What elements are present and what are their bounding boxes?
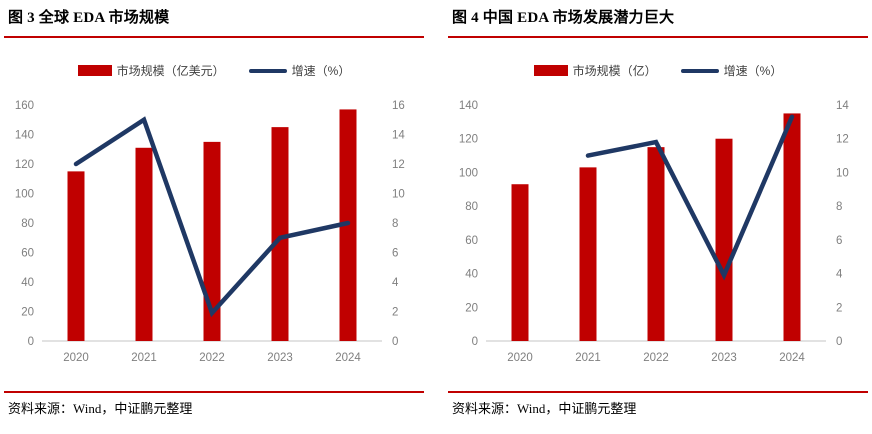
right-axis-tick-label: 12: [392, 159, 405, 171]
right-axis-tick-label: 14: [392, 130, 405, 142]
bar-2022: [203, 141, 221, 341]
legend-label-growth: 增速（%）: [291, 64, 351, 78]
legend-label-market-size: 市场规模（亿美元）: [116, 64, 225, 78]
bar-swatch-icon: [533, 65, 568, 76]
figure-title-global: 图 3 全球 EDA 市场规模: [8, 10, 170, 26]
bar-2023: [715, 138, 733, 341]
bar-2020: [511, 184, 529, 341]
right-axis-tick-label: 2: [836, 302, 842, 314]
legend-label-growth: 增速（%）: [723, 64, 783, 78]
x-axis-category-label: 2022: [199, 352, 225, 364]
left-axis-tick-label: 0: [28, 336, 34, 348]
legend-label-market-size: 市场规模（亿）: [572, 64, 657, 78]
bar-swatch-icon: [77, 65, 112, 76]
legend-item-growth: 增速（%）: [680, 62, 783, 79]
global-eda-combo-chart: 0 20 40 60 80 100 120 140 160 0 2 4 6 8 10 12 14 16 2020 20…: [15, 100, 406, 364]
x-axis-category-label: 2024: [779, 352, 805, 364]
right-axis-tick-label: 4: [392, 277, 399, 289]
china-eda-combo-chart: 0 20 40 60 80 100 120 140 0 2 4 6 8 10 12 14 2020 2021 202…: [459, 100, 850, 364]
right-axis-tick-label: 10: [836, 167, 849, 179]
left-axis-tick-label: 20: [21, 307, 34, 319]
bar-2021: [579, 167, 597, 341]
panel-china-eda: 图 4 中国 EDA 市场发展潜力巨大 市场规模（亿） 增速（%） 0 20 40 6…: [448, 7, 868, 434]
line-swatch-icon: [680, 68, 719, 73]
left-axis-tick-label: 40: [21, 277, 34, 289]
left-axis-tick-label: 100: [15, 189, 34, 201]
right-axis-tick-label: 14: [836, 100, 849, 112]
x-axis-category-label: 2021: [131, 352, 157, 364]
x-axis-category-label: 2023: [711, 352, 737, 364]
bar-2023: [271, 127, 289, 341]
legend-item-market-size: 市场规模（亿美元）: [77, 62, 225, 79]
title-divider: [4, 36, 424, 38]
legend-item-market-size: 市场规模（亿）: [533, 62, 657, 79]
legend-global: 市场规模（亿美元） 增速（%）: [4, 62, 424, 79]
bar-2022: [647, 147, 665, 341]
bar-2024: [783, 113, 801, 341]
bar-2021: [135, 147, 153, 341]
x-axis-category-label: 2024: [335, 352, 361, 364]
left-axis-tick-label: 120: [15, 159, 34, 171]
figure-title-china: 图 4 中国 EDA 市场发展潜力巨大: [452, 10, 675, 26]
legend-item-growth: 增速（%）: [248, 62, 351, 79]
left-axis-tick-label: 0: [472, 336, 478, 348]
x-axis-category-label: 2021: [575, 352, 601, 364]
left-axis-tick-label: 20: [465, 302, 478, 314]
left-axis-tick-label: 160: [15, 100, 34, 112]
growth-rate-line: [585, 114, 795, 281]
x-axis-category-label: 2022: [643, 352, 669, 364]
right-axis-tick-label: 16: [392, 100, 405, 112]
left-axis-tick-label: 60: [465, 235, 478, 247]
right-axis-tick-label: 4: [836, 269, 843, 281]
left-axis-tick-label: 60: [21, 248, 34, 260]
source-note-global: 资料来源：Wind，中证鹏元整理: [8, 401, 193, 416]
legend-china: 市场规模（亿） 增速（%）: [448, 62, 868, 79]
footer-divider: [4, 391, 424, 393]
x-axis-category-label: 2020: [507, 352, 533, 364]
left-axis-tick-label: 100: [459, 167, 478, 179]
footer-divider: [448, 391, 868, 393]
title-divider: [448, 36, 868, 38]
right-axis-tick-label: 12: [836, 134, 849, 146]
left-axis-tick-label: 120: [459, 134, 478, 146]
left-axis-tick-label: 140: [15, 130, 34, 142]
panel-global-eda: 图 3 全球 EDA 市场规模 市场规模（亿美元） 增速（%） 0 20 40 60 8…: [4, 7, 424, 434]
right-axis-tick-label: 0: [392, 336, 398, 348]
right-axis-tick-label: 2: [392, 307, 398, 319]
left-axis-tick-label: 80: [21, 218, 34, 230]
source-note-china: 资料来源：Wind，中证鹏元整理: [452, 401, 637, 416]
right-axis-tick-label: 10: [392, 189, 405, 201]
line-swatch-icon: [248, 68, 287, 73]
x-axis-category-label: 2023: [267, 352, 293, 364]
x-axis-category-label: 2020: [63, 352, 89, 364]
right-axis-tick-label: 8: [836, 201, 842, 213]
bar-2020: [67, 171, 85, 341]
right-axis-tick-label: 6: [392, 248, 398, 260]
growth-rate-line: [73, 116, 351, 318]
left-axis-tick-label: 40: [465, 269, 478, 281]
right-axis-tick-label: 6: [836, 235, 842, 247]
right-axis-tick-label: 8: [392, 218, 398, 230]
left-axis-tick-label: 140: [459, 100, 478, 112]
right-axis-tick-label: 0: [836, 336, 842, 348]
left-axis-tick-label: 80: [465, 201, 478, 213]
